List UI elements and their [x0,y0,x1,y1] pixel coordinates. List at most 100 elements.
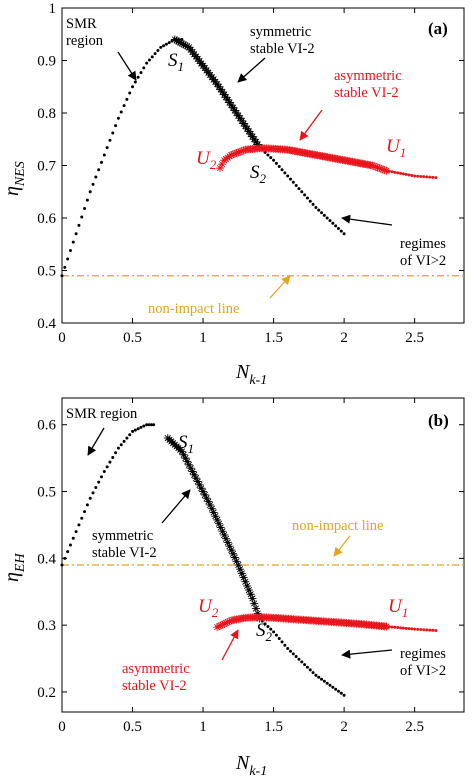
data-point [387,625,391,629]
annotation-non-impact-line: non-impact line [292,518,383,534]
data-point [317,208,321,212]
data-point-star [234,111,243,120]
data-point [419,174,423,178]
data-point-star [375,164,384,173]
data-point [145,423,149,427]
data-point [342,232,346,236]
data-point-star [170,35,179,44]
data-point [122,439,126,443]
data-point-star [225,617,234,626]
data-point [153,52,157,56]
point-label-u2: U2 [198,596,219,620]
data-point [269,156,273,160]
data-point [331,685,335,689]
data-point [384,169,388,173]
data-point [336,689,340,693]
data-point-star [229,150,238,159]
data-point-star [221,93,230,102]
data-point [162,44,166,48]
annotation-arrow [299,109,323,141]
data-point [314,206,318,209]
data-point [419,628,423,632]
data-point-star [234,148,243,157]
data-point [286,174,290,178]
data-point [305,196,309,200]
data-point [328,683,332,687]
data-point [320,677,324,681]
data-point [283,643,287,647]
data-point [291,652,295,656]
data-point-star [223,95,232,104]
annotation-smr-region: SMR region [66,406,138,422]
data-point-star [213,515,222,524]
data-point-star [251,137,260,146]
data-point-star [221,618,230,627]
annotation-arrow [237,57,266,83]
annotation-asymmetric-stable: asymmetric stable VI-2 [122,661,193,694]
data-point [328,219,332,223]
data-point-star [216,523,225,532]
annotation-line: stable VI-2 [250,41,315,57]
data-point [303,193,307,197]
x-axis-label-main: N [235,752,251,774]
data-point [80,516,84,520]
data-point [142,66,146,70]
x-tick-label: 0.5 [123,719,142,735]
point-label-letter: S [178,432,188,453]
data-point [66,550,70,554]
data-point [404,172,408,176]
data-point-star [184,460,193,469]
data-point-star [244,127,253,136]
data-point [145,61,149,65]
annotation-line: non-impact line [292,518,383,534]
data-point-star [239,573,248,582]
annotation-line: of VI>2 [400,253,446,269]
data-point [305,665,309,669]
x-tick-label: 1 [199,330,207,346]
data-point [80,215,84,219]
data-point [119,110,123,114]
data-point-star [174,37,183,46]
y-axis-label: ηNES [1,161,28,196]
data-point [308,668,312,672]
data-point-star [183,42,192,51]
point-label-u1: U1 [386,136,406,160]
data-point [91,491,95,495]
data-point [325,216,329,220]
point-label-sub: 2 [260,171,267,186]
x-tick-label: 0 [58,330,66,346]
data-point [311,671,315,675]
data-point [404,626,408,630]
data-point [320,211,324,215]
data-point-star [239,119,248,128]
data-point [131,429,135,433]
point-label-sub: 1 [400,145,407,160]
data-point-star [241,577,250,586]
data-point-star [237,116,246,125]
annotation-arrow [341,649,393,659]
data-point-star [229,549,238,558]
data-point [387,169,391,173]
data-point-star [177,447,186,456]
data-point [416,627,420,631]
data-point [85,503,89,507]
data-point-star [188,467,197,476]
data-point [139,425,143,429]
data-point [63,265,67,269]
annotation-arrow [333,535,351,557]
data-point-star [230,149,239,158]
data-point-star [216,85,225,94]
y-tick-label: 0.9 [37,54,56,70]
data-point [74,530,78,534]
data-point-star [373,163,382,172]
data-point [422,175,426,179]
annotation-line: stable VI-2 [334,85,399,101]
data-marks [60,35,438,278]
data-point [422,628,426,632]
data-point [116,446,120,450]
data-point-star [211,512,220,521]
point-label-sub: 2 [210,157,217,172]
y-axis-label-main: η [1,572,23,582]
point-label-letter: S [250,162,260,183]
plot-frame [61,397,465,713]
